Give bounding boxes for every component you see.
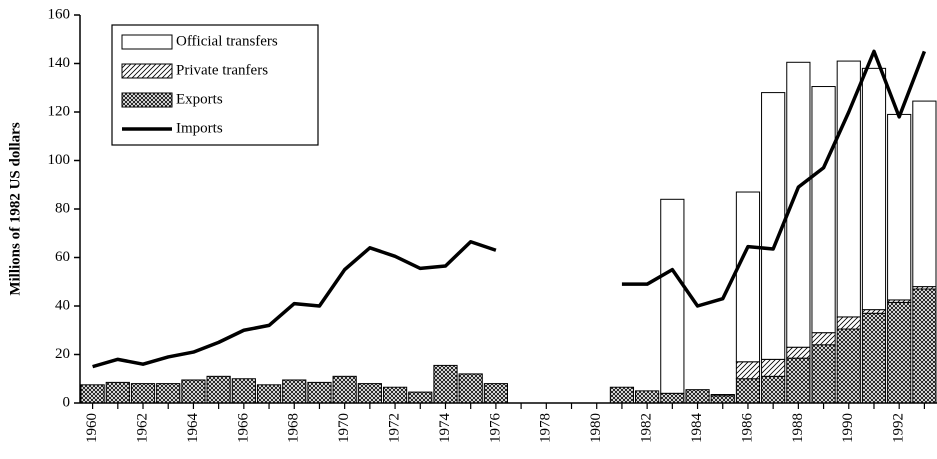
bar-segment [357,383,382,404]
bar-segment [811,344,836,404]
x-tick-label: 1966 [235,413,251,444]
bar-segment [80,384,105,404]
bar-segment [761,375,786,404]
x-tick-label: 1964 [185,413,201,444]
x-tick-label: 1988 [790,413,806,443]
y-tick-label: 60 [55,249,70,265]
bar-segment [282,379,307,404]
bar-segment [660,198,685,394]
bar-segment [483,383,509,404]
bar-segment [912,288,937,404]
x-tick-label: 1984 [689,413,705,444]
bar-segment [710,395,735,404]
bar-segment [836,60,861,318]
x-tick-label: 1982 [639,413,655,443]
y-tick-label: 80 [55,200,70,216]
bar-segment [761,92,786,360]
bar-segment [685,389,710,404]
bar-segment [836,328,861,404]
x-tick-label: 1962 [134,413,150,443]
bar-segment [735,378,761,404]
y-tick-label: 0 [63,394,71,410]
bar-segment [811,86,836,334]
bar-segment [786,357,811,404]
bar-segment [332,375,357,404]
legend-label: Private tranfers [176,62,268,78]
y-tick-label: 120 [48,103,71,119]
line [92,49,927,369]
y-tick-label: 160 [48,6,71,22]
y-tick-label: 100 [48,152,71,168]
bar-segment [156,383,181,404]
bar-segment [761,358,786,377]
x-tick-label: 1970 [336,413,352,443]
x-tick-label: 1974 [437,413,453,444]
legend-label: Official transfers [176,33,278,49]
bar-segment [408,391,433,404]
legend-label: Imports [176,120,223,136]
legend-label: Exports [176,91,223,107]
x-tick-label: 1976 [487,413,503,444]
bar-segment [130,383,156,404]
bar-segment [206,375,231,404]
bar-segment [811,332,836,346]
x-tick-label: 1986 [739,413,755,444]
bar-segment [861,67,887,311]
bar-segment [912,100,937,288]
bar-segment [231,378,256,404]
bar-segment [836,316,861,330]
bar-segment [735,191,761,363]
legend-swatch [121,34,173,50]
x-tick-label: 1990 [840,413,856,443]
legend-swatch [121,63,173,79]
bar-segment [660,392,685,404]
bar-segment [635,390,660,404]
bar-segment [105,381,130,404]
bar-segment [609,386,635,404]
bar-segment [382,386,408,404]
x-tick-label: 1968 [286,413,302,443]
x-tick-label: 1980 [588,413,604,443]
bar-segment [710,394,735,397]
y-tick-label: 140 [48,55,71,71]
x-tick-label: 1978 [538,413,554,443]
bar-segment [887,301,912,404]
y-tick-label: 40 [55,297,70,313]
bar-segment [861,312,887,404]
y-tick-label: 20 [55,346,70,362]
bar-segment [887,113,912,301]
y-axis-label: Millions of 1982 US dollars [7,122,23,296]
bar-segment [861,309,887,314]
bar-segment [786,346,811,359]
bar-segment [786,61,811,348]
bar-segment [433,364,458,404]
bar-segment [458,373,483,404]
x-tick-label: 1972 [387,413,403,443]
bar-segment [256,384,282,404]
x-tick-label: 1960 [84,413,100,443]
bar-segment [307,381,332,404]
bar-segment [181,379,206,404]
bar-segment [735,361,761,380]
x-tick-label: 1992 [891,413,907,443]
legend-swatch [121,92,173,108]
